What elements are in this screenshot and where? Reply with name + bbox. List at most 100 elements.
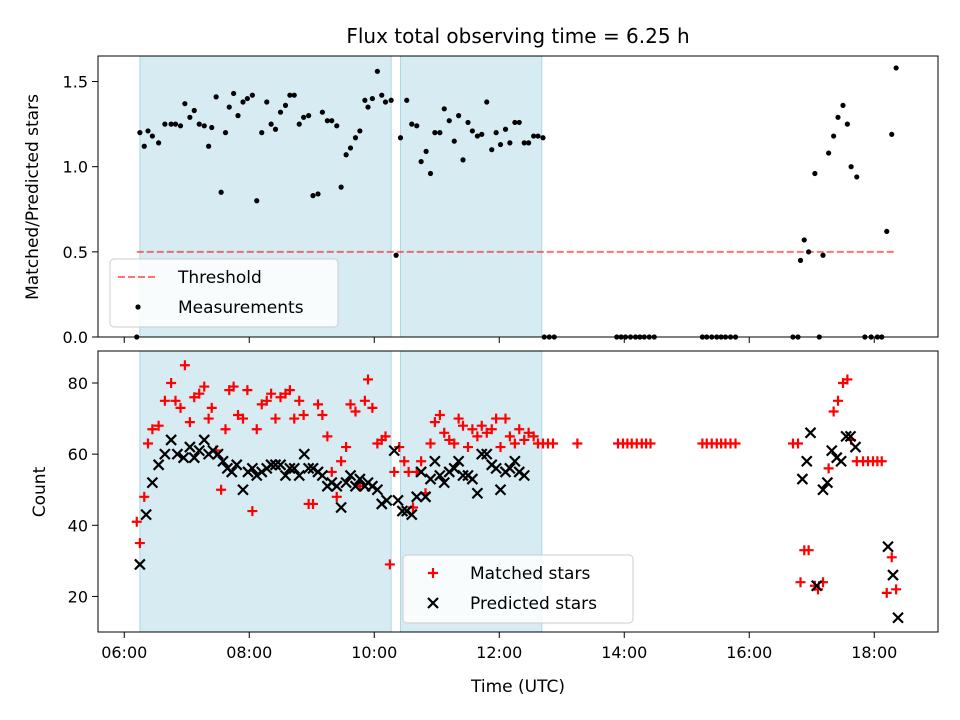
predicted-star-point [274, 459, 287, 471]
measurement-point [469, 128, 475, 134]
legend-measurement-label: Measurements [178, 298, 304, 318]
measurement-point [507, 140, 513, 146]
matched-star-point [833, 395, 843, 406]
measurement-point [502, 126, 509, 132]
matched-star-point [363, 374, 373, 385]
measurement-point [484, 99, 490, 105]
matched-star-point [434, 410, 445, 421]
matched-star-point [206, 402, 217, 413]
legend-measurement-swatch [135, 304, 141, 310]
matched-star-point [509, 438, 520, 449]
measurement-point [465, 119, 471, 126]
measurement-point [516, 119, 522, 126]
matched-star-point [428, 568, 438, 578]
matched-star-point [147, 424, 158, 435]
measurement-point [240, 99, 246, 105]
matched-star-point [326, 466, 337, 477]
measurement-point [324, 118, 330, 124]
matched-star-point [399, 456, 410, 467]
measurement-point [343, 152, 349, 158]
matched-star-point [270, 413, 281, 424]
predicted-star-point [504, 462, 516, 475]
matched-star-point [795, 577, 806, 588]
measurement-point [388, 97, 394, 103]
matched-star-point [242, 385, 253, 396]
matched-star-point [341, 442, 352, 453]
measurement-point [526, 140, 532, 146]
predicted-star-point [448, 462, 461, 475]
predicted-star-point [298, 448, 311, 460]
predicted-star-point [198, 434, 211, 446]
measurement-point [432, 130, 438, 136]
measurement-point [797, 257, 804, 263]
measurement-point [812, 170, 818, 177]
predicted-star-point [518, 469, 531, 482]
measurement-point [272, 126, 279, 132]
y-tick-label: 20 [68, 587, 88, 606]
predicted-star-point [796, 473, 809, 485]
matched-star-point [730, 438, 741, 449]
measurement-point [414, 123, 420, 129]
measurement-point [362, 97, 368, 103]
predicted-star-point [892, 611, 904, 624]
measurement-point [409, 121, 415, 127]
y-tick-label: 1.0 [63, 158, 88, 177]
measurement-point [268, 121, 274, 127]
matched-star-point [486, 424, 497, 435]
matched-star-point [294, 395, 305, 406]
matched-star-point [199, 381, 210, 392]
predicted-star-point [140, 508, 152, 521]
measurement-point [209, 124, 215, 131]
matched-star-point [350, 406, 361, 417]
ratio-y-axis: 0.0 0.5 1.0 1.5 [63, 73, 98, 347]
count-panel: 20 40 60 80 06:00 08:00 10:00 12:00 14:00 16:00 1… [30, 350, 939, 662]
matched-star-point [548, 438, 558, 449]
measurement-point [277, 109, 284, 115]
predicted-star-point [188, 451, 201, 464]
matched-star-point [458, 420, 468, 431]
measurement-point [854, 174, 860, 180]
matched-star-point [500, 413, 511, 424]
predicted-star-point [388, 444, 401, 457]
predicted-star-point [237, 483, 249, 496]
measurement-point [182, 101, 188, 107]
count-panel-frame [97, 350, 939, 633]
legend-matched-label: Matched stars [470, 564, 590, 584]
matched-star-point [308, 498, 318, 509]
chart-title: Flux total observing time = 6.25 h [346, 24, 689, 48]
predicted-star-point [177, 451, 190, 464]
measurement-point [820, 252, 826, 258]
ratio-x-ticks [123, 337, 875, 343]
predicted-star-point [817, 483, 829, 496]
y-tick-label: 60 [68, 445, 88, 464]
measurement-point [259, 130, 265, 136]
predicted-star-point [392, 494, 404, 507]
matched-star-point [367, 402, 378, 413]
measurement-point [427, 170, 434, 177]
matched-star-point [228, 381, 239, 392]
matched-star-point [153, 420, 164, 431]
measurement-point [149, 133, 155, 139]
matched-star-point [519, 434, 530, 445]
x-axis-label: Time (UTC) [470, 677, 565, 697]
measurement-point [231, 90, 237, 97]
matched-star-point [143, 438, 153, 449]
x-tick-label: 08:00 [226, 643, 272, 662]
predicted-star-point [494, 483, 507, 496]
predicted-star-point [457, 469, 469, 482]
predicted-star-point [165, 434, 177, 446]
predicted-star-point [159, 448, 171, 460]
predicted-star-point [265, 459, 277, 471]
y-tick-label: 80 [68, 374, 88, 393]
predicted-star-point [480, 448, 493, 460]
measurement-point [535, 133, 541, 139]
predicted-star-point [835, 455, 847, 468]
measurement-point [301, 114, 307, 120]
matched-star-point [284, 385, 295, 396]
matched-star-point [331, 491, 342, 502]
matched-star-point [336, 456, 347, 467]
matched-star-point [842, 374, 853, 385]
y-tick-label: 40 [68, 516, 88, 535]
matched-star-point [175, 402, 186, 413]
measurement-point [347, 145, 354, 151]
